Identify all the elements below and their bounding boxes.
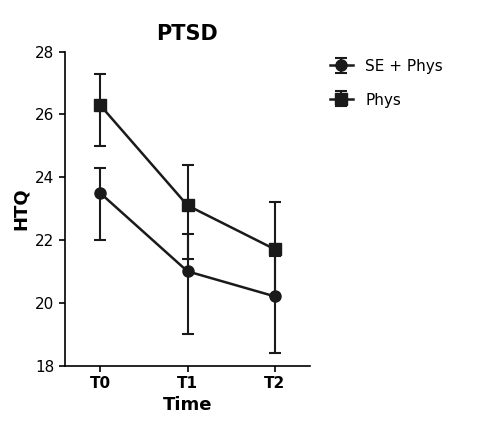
Y-axis label: HTQ: HTQ [12, 187, 30, 230]
X-axis label: Time: Time [163, 396, 212, 415]
Title: PTSD: PTSD [156, 25, 218, 44]
Legend: SE + Phys, Phys: SE + Phys, Phys [330, 59, 443, 108]
